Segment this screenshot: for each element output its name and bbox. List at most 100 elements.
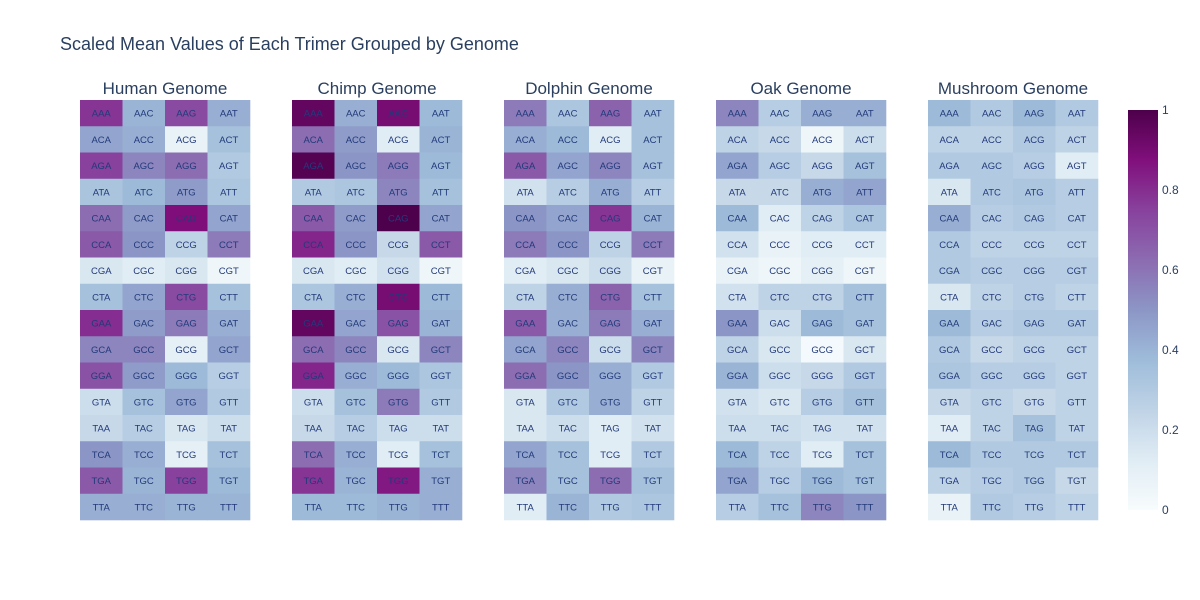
heatmap-cell xyxy=(334,205,378,232)
cell-label: CTT xyxy=(432,292,451,303)
cell-label: TAG xyxy=(813,424,832,435)
heatmap-cell xyxy=(758,441,802,468)
heatmap-cell xyxy=(334,126,378,153)
cell-label: GAA xyxy=(303,319,324,330)
heatmap-cell xyxy=(758,310,802,337)
cell-label: GAA xyxy=(727,319,748,330)
cell-label: ACC xyxy=(346,135,366,146)
cell-label: GTT xyxy=(1067,397,1086,408)
cell-label: CTT xyxy=(644,292,663,303)
cell-label: TGA xyxy=(939,476,959,487)
heatmap-cell xyxy=(716,362,759,390)
cell-label: AAG xyxy=(388,109,408,120)
cell-label: TTT xyxy=(1068,502,1086,513)
heatmap-cell xyxy=(546,467,590,495)
heatmap-cell xyxy=(928,152,971,180)
heatmap-cell xyxy=(970,467,1014,495)
cell-label: GGT xyxy=(218,371,239,382)
heatmap-cell xyxy=(80,336,123,363)
heatmap-cell xyxy=(843,152,887,180)
cell-label: AAG xyxy=(600,109,620,120)
heatmap-cell xyxy=(716,310,759,337)
cell-label: CAC xyxy=(558,214,578,225)
cell-label: GCG xyxy=(175,345,197,356)
heatmap-cell xyxy=(165,310,208,337)
cell-label: GAG xyxy=(1024,319,1045,330)
cell-label: CCA xyxy=(727,240,748,251)
colorbar: 0 0.2 0.4 0.6 0.8 1 xyxy=(1128,103,1179,517)
heatmap-cell xyxy=(377,100,420,127)
cell-label: CCT xyxy=(643,240,663,251)
heatmap-cell xyxy=(843,467,887,495)
heatmap-cell xyxy=(1055,205,1099,232)
heatmap-cell xyxy=(843,283,887,311)
cell-label: TCG xyxy=(176,450,196,461)
heatmap-cell xyxy=(928,467,971,495)
cell-label: GGT xyxy=(642,371,663,382)
heatmap-cell xyxy=(631,467,675,495)
heatmap-cell xyxy=(631,126,675,153)
heatmap-cell xyxy=(292,178,335,206)
heatmap-cell xyxy=(207,126,251,153)
cell-label: AGA xyxy=(303,161,324,172)
cell-label: CTG xyxy=(812,292,832,303)
heatmap-cell xyxy=(546,415,590,442)
cell-label: TTT xyxy=(432,502,450,513)
cell-label: GGA xyxy=(303,371,325,382)
heatmap-cell xyxy=(165,388,208,416)
heatmap-cell xyxy=(419,441,463,468)
colorbar-tick-label: 0.6 xyxy=(1162,263,1179,277)
heatmap-cell xyxy=(504,152,547,180)
cell-label: TGA xyxy=(303,476,323,487)
cell-label: CAC xyxy=(134,214,154,225)
cell-label: CGG xyxy=(387,266,409,277)
heatmap-cell xyxy=(207,178,251,206)
cell-label: ACA xyxy=(515,135,535,146)
cell-label: ACA xyxy=(939,135,959,146)
heatmap-cell xyxy=(631,310,675,337)
heatmap-cell xyxy=(165,283,208,311)
cell-label: CTT xyxy=(856,292,875,303)
cell-label: TAG xyxy=(389,424,408,435)
heatmap-cell xyxy=(758,362,802,390)
heatmap-cell xyxy=(292,152,335,180)
heatmap-cell xyxy=(292,415,335,442)
colorbar-tick-label: 0 xyxy=(1162,503,1169,517)
heatmap-cell xyxy=(377,441,420,468)
cell-label: TCC xyxy=(770,450,790,461)
cell-label: TAT xyxy=(432,424,449,435)
cell-label: ACT xyxy=(855,135,874,146)
cell-label: CAA xyxy=(91,214,111,225)
cell-label: GTG xyxy=(176,397,197,408)
cell-label: CCA xyxy=(515,240,536,251)
cell-label: CCG xyxy=(388,240,409,251)
cell-label: GTT xyxy=(431,397,450,408)
cell-label: CGG xyxy=(1023,266,1045,277)
cell-label: TAG xyxy=(601,424,620,435)
heatmap-cell xyxy=(1013,310,1056,337)
cell-label: TTC xyxy=(983,502,1002,513)
heatmap-cell xyxy=(1055,467,1099,495)
heatmap-cell xyxy=(80,362,123,390)
heatmap-cell xyxy=(928,388,971,416)
cell-label: ACT xyxy=(219,135,238,146)
heatmap-cell xyxy=(122,231,166,258)
cell-label: TGA xyxy=(727,476,747,487)
heatmap-cell xyxy=(80,126,123,153)
cell-label: ATT xyxy=(432,187,449,198)
cell-label: GGG xyxy=(599,371,621,382)
cell-label: CAA xyxy=(939,214,959,225)
cell-label: AAC xyxy=(982,109,1002,120)
heatmap-cell xyxy=(716,100,759,127)
heatmap-cell xyxy=(122,336,166,363)
heatmap-cell xyxy=(843,205,887,232)
cell-label: TAA xyxy=(304,424,322,435)
heatmap-cell xyxy=(1013,493,1056,521)
heatmap-cell xyxy=(80,257,123,285)
cell-label: CGA xyxy=(727,266,748,277)
heatmap-cell xyxy=(716,205,759,232)
heatmap-cell xyxy=(504,493,547,521)
heatmap-cell xyxy=(589,362,632,390)
heatmap-cell xyxy=(928,205,971,232)
heatmap-cell xyxy=(970,388,1014,416)
